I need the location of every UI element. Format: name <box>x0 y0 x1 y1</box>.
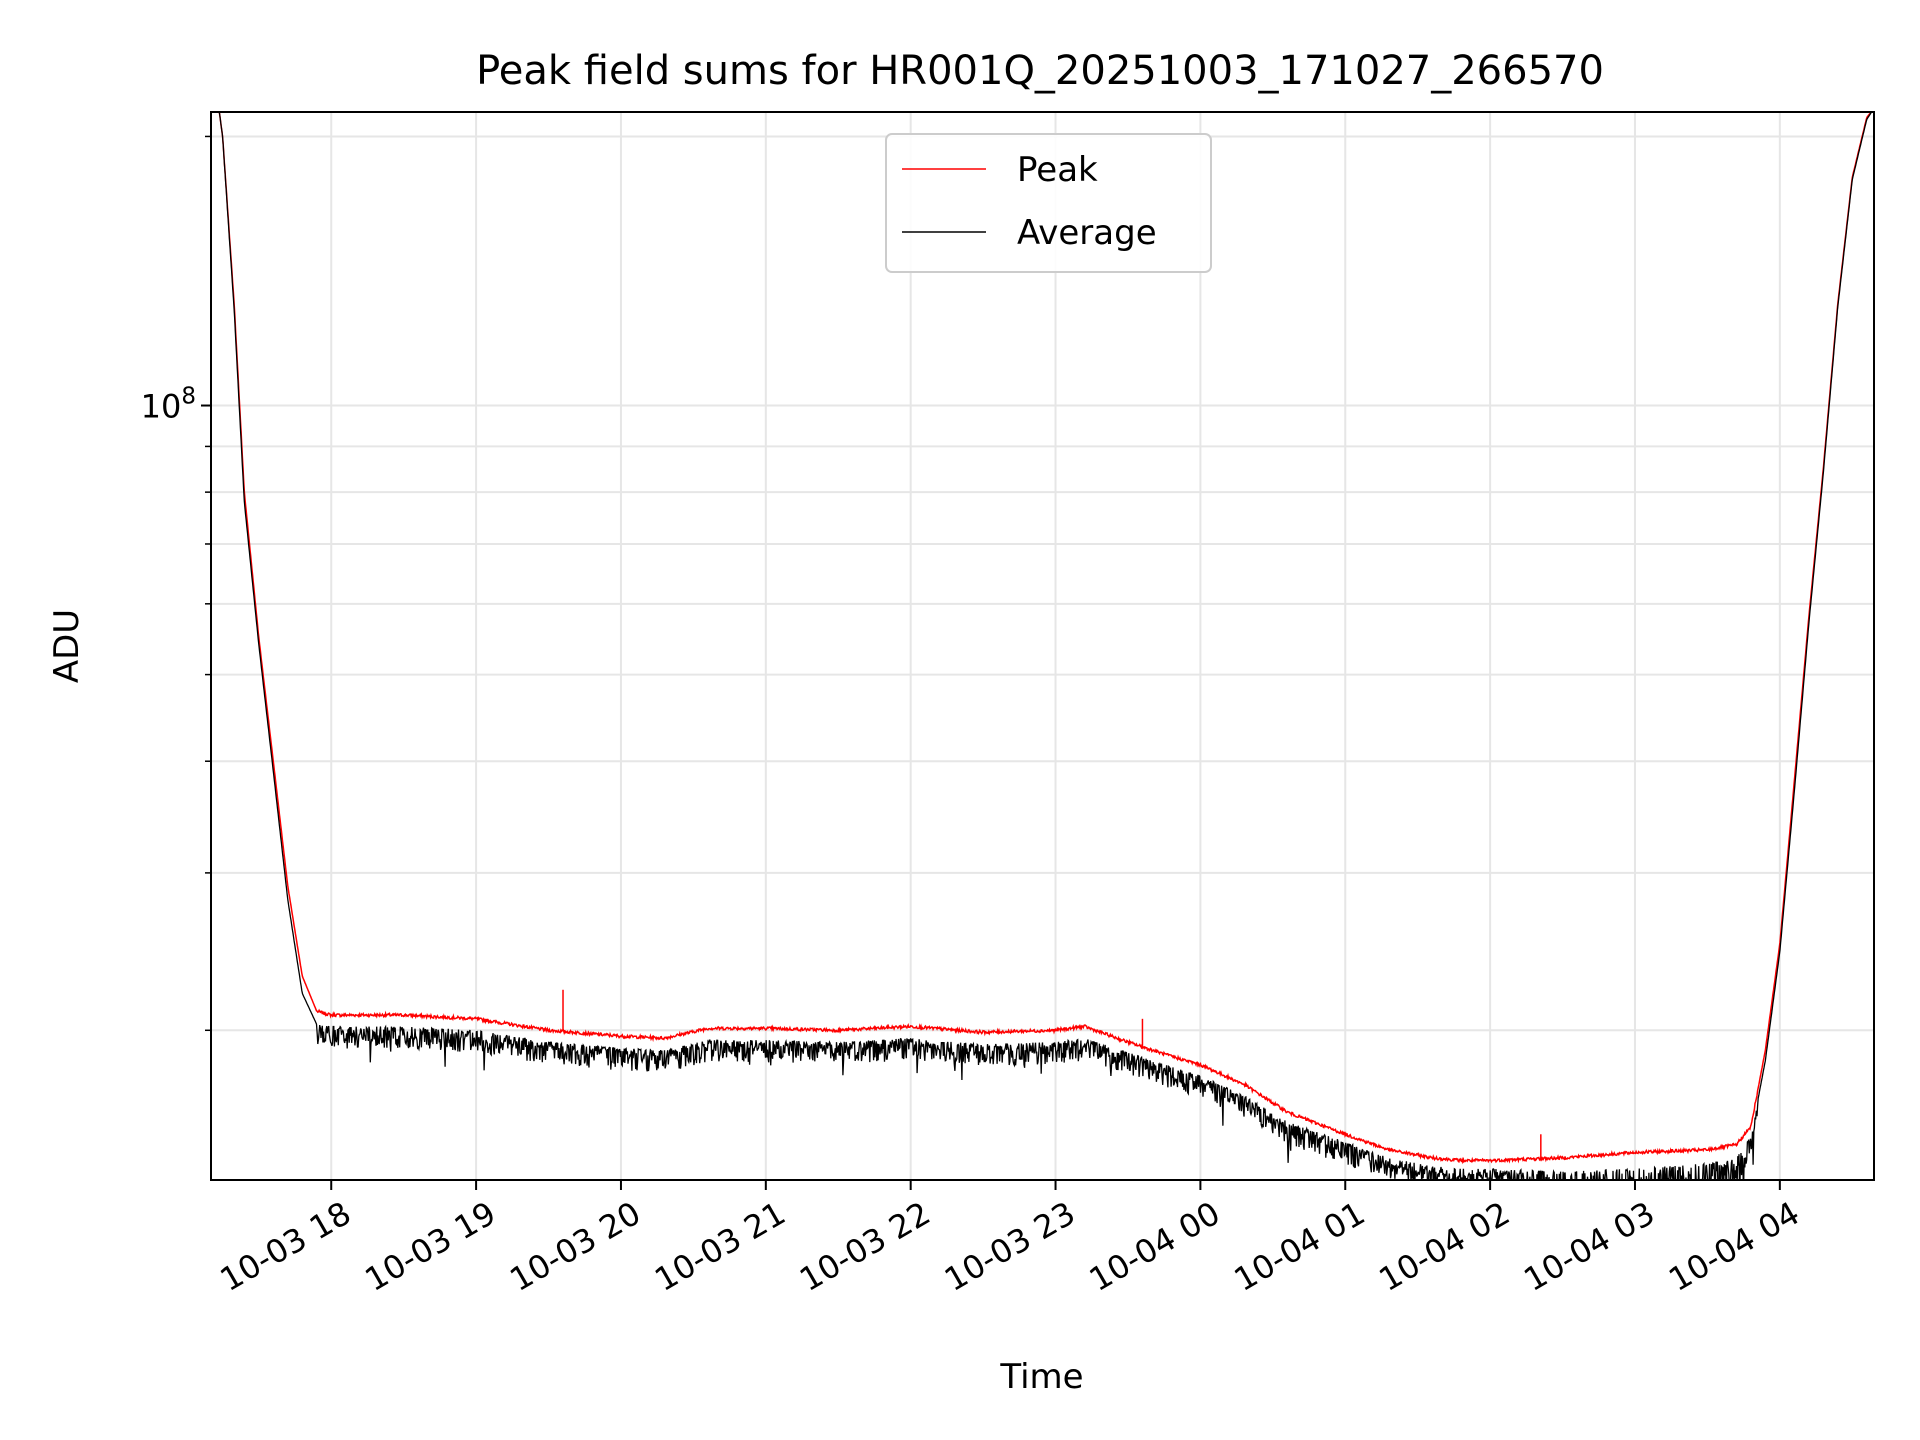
legend: Peak Average <box>885 133 1212 273</box>
legend-label-average: Average <box>1017 213 1157 253</box>
series-line-average <box>218 112 1873 1180</box>
y-tick-exponent: 8 <box>181 384 196 410</box>
plot-area <box>218 112 1873 1180</box>
legend-label-peak: Peak <box>1017 150 1098 190</box>
y-axis-label: ADU <box>47 609 87 683</box>
series-line-peak <box>218 112 1873 1165</box>
x-axis-label: Time <box>999 1357 1083 1397</box>
plot-frame <box>210 111 1875 1181</box>
y-tick-label: 108 <box>141 384 196 426</box>
y-tick-base: 10 <box>141 388 182 426</box>
chart-title: Peak field sums for HR001Q_20251003_1710… <box>476 48 1604 94</box>
